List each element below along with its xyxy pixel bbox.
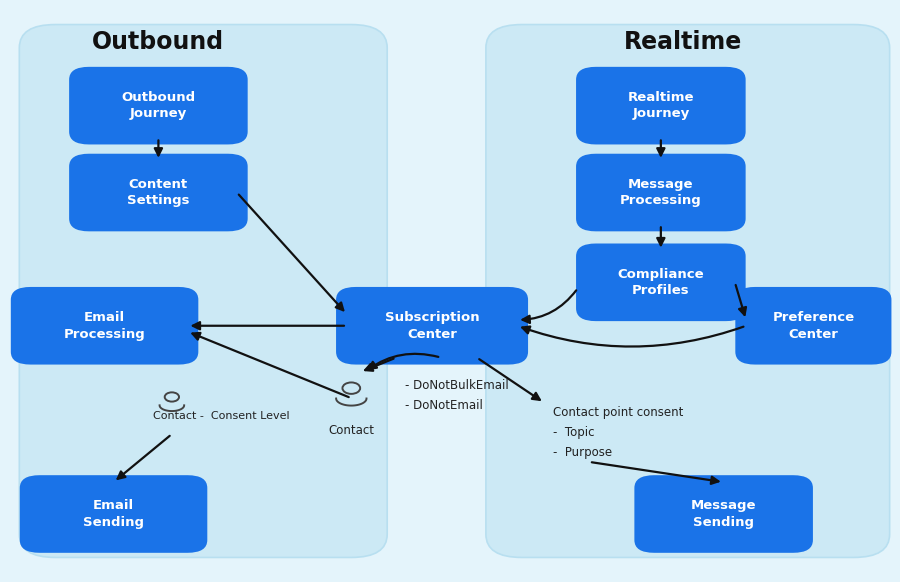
Text: Message
Processing: Message Processing bbox=[620, 178, 702, 207]
Text: Preference
Center: Preference Center bbox=[772, 311, 854, 340]
FancyBboxPatch shape bbox=[19, 24, 387, 558]
Text: Contact: Contact bbox=[328, 424, 374, 437]
FancyBboxPatch shape bbox=[486, 24, 889, 558]
Text: Contact point consent
-  Topic
-  Purpose: Contact point consent - Topic - Purpose bbox=[554, 406, 684, 459]
FancyBboxPatch shape bbox=[735, 287, 891, 364]
Text: Contact -  Consent Level: Contact - Consent Level bbox=[153, 410, 290, 421]
FancyBboxPatch shape bbox=[11, 287, 198, 364]
Text: Message
Sending: Message Sending bbox=[691, 499, 756, 529]
Text: - DoNotBulkEmail
- DoNotEmail: - DoNotBulkEmail - DoNotEmail bbox=[405, 379, 508, 411]
FancyBboxPatch shape bbox=[576, 243, 745, 321]
FancyBboxPatch shape bbox=[576, 154, 745, 231]
Text: Outbound
Journey: Outbound Journey bbox=[122, 91, 195, 120]
Text: Content
Settings: Content Settings bbox=[127, 178, 190, 207]
Text: Realtime
Journey: Realtime Journey bbox=[627, 91, 694, 120]
Text: Email
Processing: Email Processing bbox=[64, 311, 146, 340]
Text: Realtime: Realtime bbox=[625, 30, 742, 54]
FancyBboxPatch shape bbox=[336, 287, 528, 364]
Text: Outbound: Outbound bbox=[93, 30, 224, 54]
FancyBboxPatch shape bbox=[69, 67, 248, 144]
FancyBboxPatch shape bbox=[20, 475, 207, 553]
FancyBboxPatch shape bbox=[634, 475, 813, 553]
FancyBboxPatch shape bbox=[69, 154, 248, 231]
Text: Compliance
Profiles: Compliance Profiles bbox=[617, 268, 704, 297]
Text: Subscription
Center: Subscription Center bbox=[384, 311, 480, 340]
FancyBboxPatch shape bbox=[576, 67, 745, 144]
Text: Email
Sending: Email Sending bbox=[83, 499, 144, 529]
